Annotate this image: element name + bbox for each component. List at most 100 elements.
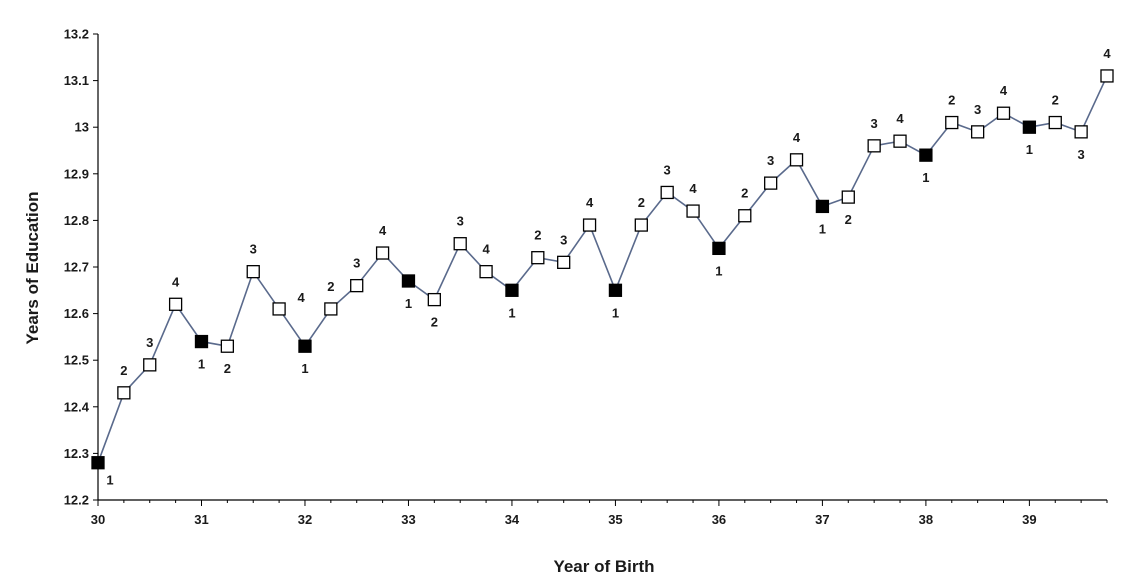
data-point-open-marker xyxy=(841,190,855,204)
data-point-filled-marker xyxy=(194,334,209,349)
data-point-label: 2 xyxy=(327,279,334,294)
data-point-label: 3 xyxy=(250,242,257,257)
data-point-label: 3 xyxy=(664,162,671,177)
x-tick-label: 35 xyxy=(608,512,622,527)
data-point-label: 3 xyxy=(457,214,464,229)
data-point-label: 3 xyxy=(871,116,878,131)
data-point-open-marker xyxy=(479,265,493,279)
data-point-open-marker xyxy=(1048,115,1062,130)
data-point-label: 1 xyxy=(405,296,412,311)
x-tick-label: 39 xyxy=(1022,512,1036,527)
plot-area: 12.212.312.412.512.612.712.812.91313.113… xyxy=(64,27,1114,527)
x-tick-label: 33 xyxy=(401,512,415,527)
data-point-filled-marker xyxy=(1022,120,1037,134)
data-point-label: 4 xyxy=(793,130,801,145)
data-point-open-marker xyxy=(582,218,597,232)
data-point-label: 4 xyxy=(482,242,490,257)
data-point-label: 2 xyxy=(638,195,645,210)
data-point-label: 4 xyxy=(1103,46,1111,61)
y-tick-label: 12.7 xyxy=(64,260,89,275)
data-point-open-marker xyxy=(738,209,752,223)
x-tick-label: 36 xyxy=(712,512,726,527)
data-point-open-marker xyxy=(660,185,674,200)
data-point-label: 2 xyxy=(948,93,955,108)
data-point-label: 3 xyxy=(353,256,360,271)
x-tick-label: 37 xyxy=(815,512,829,527)
data-point-label: 1 xyxy=(508,305,515,320)
y-tick-label: 13.2 xyxy=(64,27,89,42)
data-point-label: 4 xyxy=(379,223,387,238)
data-point-label: 1 xyxy=(1026,142,1033,157)
data-point-filled-marker xyxy=(919,148,933,162)
x-axis-title: Year of Birth xyxy=(553,557,654,576)
data-point-label: 3 xyxy=(146,335,153,350)
series-line xyxy=(97,75,1108,463)
data-point-label: 2 xyxy=(224,361,231,376)
data-point-label: 2 xyxy=(1052,93,1059,108)
data-point-filled-marker xyxy=(505,283,519,297)
data-point-open-marker xyxy=(453,237,467,251)
x-tick-label: 30 xyxy=(91,512,105,527)
data-point-open-marker xyxy=(143,358,157,372)
data-point-open-marker xyxy=(375,246,390,260)
y-tick-label: 12.5 xyxy=(64,353,89,368)
data-point-open-marker xyxy=(427,292,441,307)
data-point-open-marker xyxy=(220,339,235,353)
data-point-label: 1 xyxy=(715,263,722,278)
data-point-label: 2 xyxy=(120,363,127,378)
data-point-label: 3 xyxy=(1078,147,1085,162)
data-point-open-marker xyxy=(996,106,1011,120)
y-tick-label: 13.1 xyxy=(64,73,89,88)
data-point-label: 4 xyxy=(896,111,904,126)
data-point-label: 4 xyxy=(689,181,697,196)
data-point-label: 4 xyxy=(586,195,594,210)
data-point-open-marker xyxy=(970,125,985,139)
data-point-open-marker xyxy=(168,297,183,311)
y-tick-label: 12.6 xyxy=(64,306,89,321)
x-tick-label: 38 xyxy=(919,512,933,527)
data-point-open-marker xyxy=(789,153,804,167)
y-tick-label: 12.9 xyxy=(64,166,89,181)
data-point-filled-marker xyxy=(608,283,623,297)
data-point-label: 1 xyxy=(198,357,205,372)
data-point-label: 1 xyxy=(612,305,619,320)
data-point-open-marker xyxy=(557,255,571,269)
x-tick-label: 31 xyxy=(194,512,208,527)
data-point-filled-marker xyxy=(298,339,312,353)
data-point-filled-marker xyxy=(815,199,830,214)
data-point-open-marker xyxy=(117,386,131,400)
data-point-filled-marker xyxy=(91,456,105,470)
x-tick-label: 32 xyxy=(298,512,312,527)
data-point-open-marker xyxy=(350,278,364,293)
data-point-open-marker xyxy=(634,218,648,232)
data-point-open-marker xyxy=(945,115,959,130)
data-point-filled-marker xyxy=(401,274,416,288)
x-tick-label: 34 xyxy=(505,512,520,527)
data-point-filled-marker xyxy=(712,241,726,256)
data-point-open-marker xyxy=(1100,69,1114,83)
data-point-open-marker xyxy=(324,302,338,316)
data-point-label: 4 xyxy=(1000,83,1008,98)
y-tick-label: 12.4 xyxy=(64,399,90,414)
y-tick-label: 12.8 xyxy=(64,213,89,228)
data-point-label: 1 xyxy=(922,170,929,185)
data-point-open-marker xyxy=(764,176,778,190)
data-point-label: 2 xyxy=(534,228,541,243)
data-point-open-marker xyxy=(686,204,700,218)
data-point-open-marker xyxy=(893,134,907,148)
data-point-label: 3 xyxy=(560,232,567,247)
data-point-label: 2 xyxy=(845,212,852,227)
data-point-label: 3 xyxy=(974,102,981,117)
data-point-open-marker xyxy=(531,251,545,265)
y-tick-label: 12.3 xyxy=(64,446,89,461)
y-tick-label: 13 xyxy=(75,120,89,135)
data-point-label: 2 xyxy=(431,315,438,330)
data-point-label: 1 xyxy=(301,361,308,376)
data-point-label: 2 xyxy=(741,186,748,201)
data-point-open-marker xyxy=(867,139,881,153)
data-point-label: 1 xyxy=(819,221,826,236)
data-point-label: 4 xyxy=(297,290,305,305)
data-point-label: 3 xyxy=(767,153,774,168)
y-axis-title: Years of Education xyxy=(23,191,42,344)
